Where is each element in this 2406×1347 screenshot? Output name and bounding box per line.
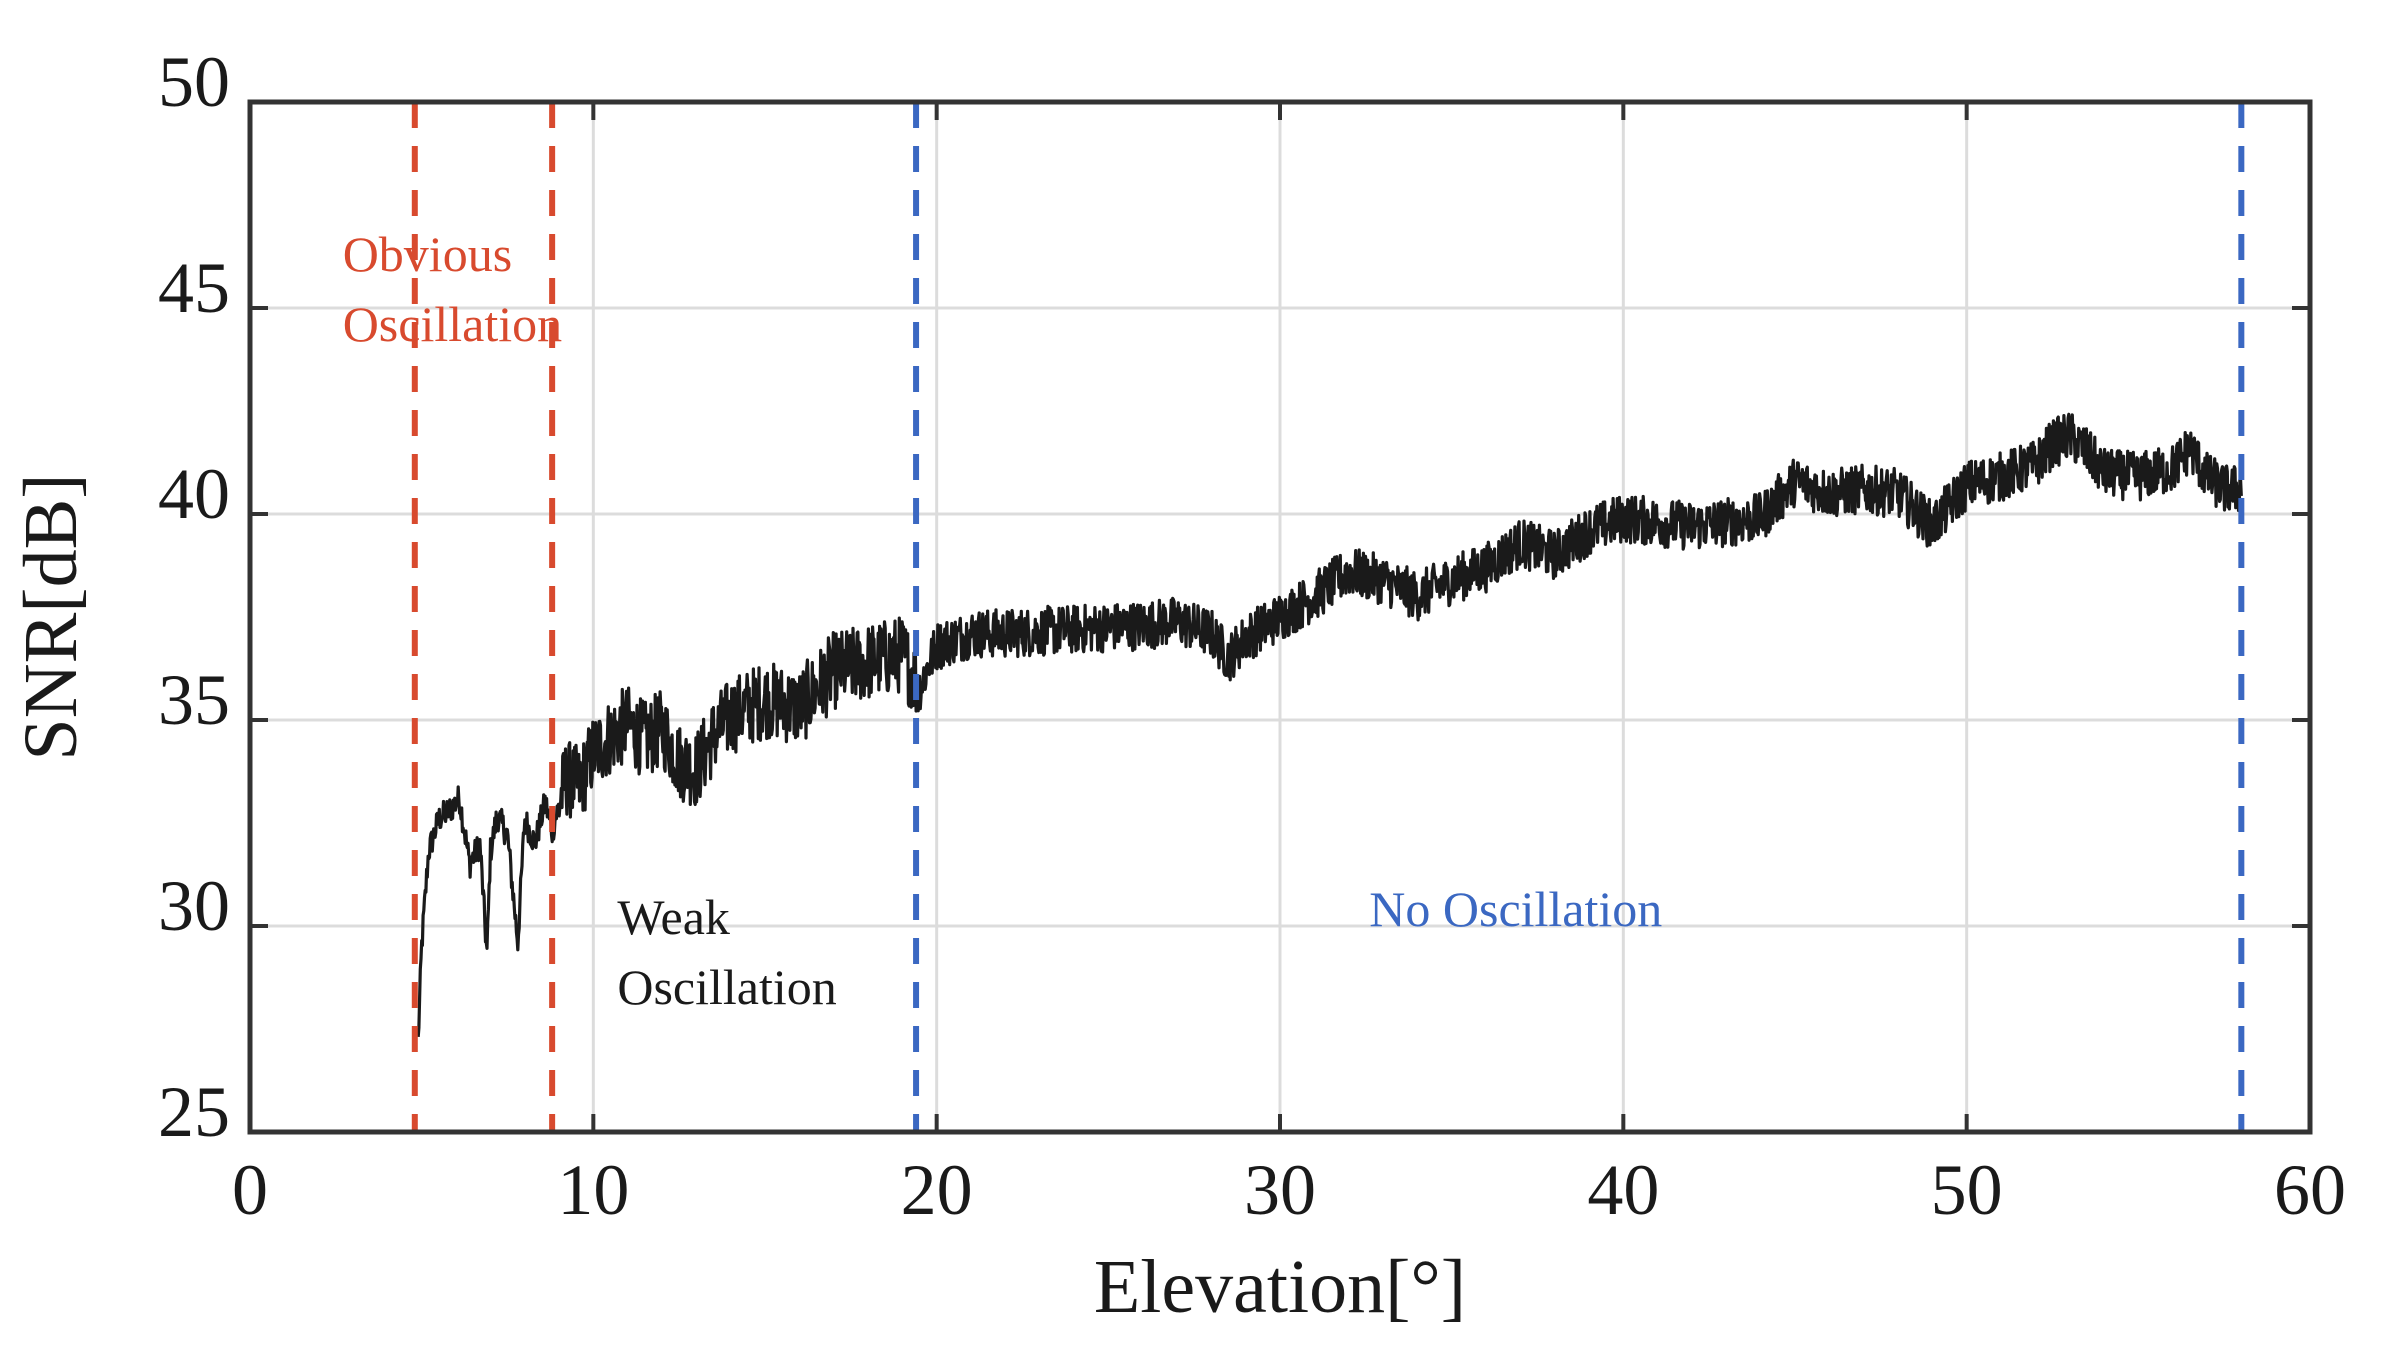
grid <box>250 102 2310 1132</box>
annotation-line: Obvious <box>343 226 512 282</box>
annotations: Obvious Oscillation Weak Oscillation No Osci… <box>343 226 1663 1015</box>
y-tick-label: 40 <box>158 454 230 534</box>
axis-ticks: 0 10 20 30 40 50 60 25 30 35 40 45 50 <box>158 42 2346 1230</box>
y-tick-label: 50 <box>158 42 230 122</box>
y-tick-label: 35 <box>158 660 230 740</box>
annotation-label: Weak Oscillation <box>617 889 836 1015</box>
y-tick-label: 30 <box>158 866 230 946</box>
snr-series-line <box>416 412 2243 1038</box>
y-tick-label: 45 <box>158 248 230 328</box>
annotation-line: Oscillation <box>617 959 836 1015</box>
reference-lines <box>411 102 2245 1132</box>
x-tick-label: 10 <box>557 1150 629 1230</box>
annotation-line: No Oscillation <box>1369 881 1662 937</box>
x-tick-label: 40 <box>1587 1150 1659 1230</box>
x-tick-label: 30 <box>1244 1150 1316 1230</box>
annotation-label: No Oscillation <box>1369 881 1662 937</box>
x-tick-label: 20 <box>901 1150 973 1230</box>
annotation-line: Oscillation <box>343 296 562 352</box>
annotation-label: Obvious Oscillation <box>343 226 562 352</box>
series <box>416 412 2243 1038</box>
x-tick-label: 0 <box>232 1150 268 1230</box>
y-tick-label: 25 <box>158 1072 230 1152</box>
x-tick-label: 60 <box>2274 1150 2346 1230</box>
annotation-line: Weak <box>617 889 730 945</box>
x-tick-label: 50 <box>1931 1150 2003 1230</box>
y-axis-title: SNR[dB] <box>9 473 93 760</box>
x-axis-title: Elevation[°] <box>1094 1245 1466 1329</box>
